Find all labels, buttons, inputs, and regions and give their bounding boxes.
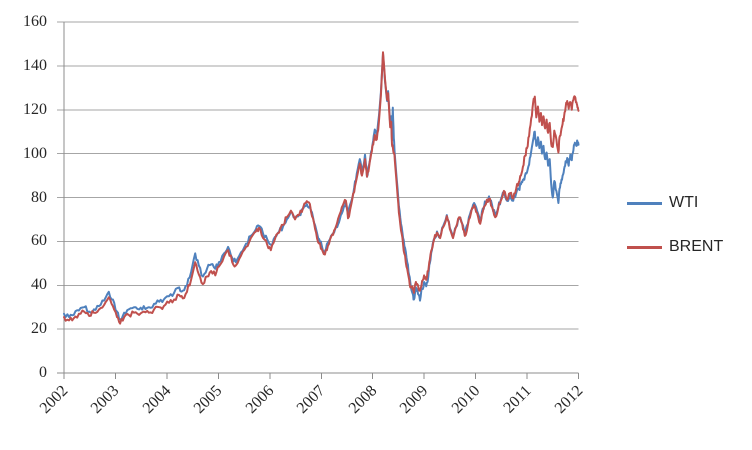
y-axis-tick-label: 80 bbox=[31, 188, 47, 206]
legend-item-wti: WTI bbox=[627, 194, 698, 212]
y-axis-tick-label: 120 bbox=[23, 100, 47, 118]
y-axis-tick-label: 40 bbox=[31, 276, 47, 294]
brent-line bbox=[63, 51, 580, 325]
y-axis-tick-label: 140 bbox=[23, 56, 47, 74]
legend-label-wti: WTI bbox=[669, 194, 699, 211]
brent-line-swatch bbox=[627, 245, 662, 249]
y-axis-tick-label: 20 bbox=[31, 320, 47, 338]
legend-item-brent: BRENT bbox=[627, 238, 723, 256]
wti-line-swatch bbox=[627, 201, 662, 205]
y-axis-tick-label: 100 bbox=[23, 144, 47, 162]
y-axis-tick-label: 160 bbox=[23, 13, 47, 30]
legend-label-brent: BRENT bbox=[669, 238, 724, 255]
y-axis-tick-label: 60 bbox=[31, 232, 47, 250]
wti-line bbox=[63, 52, 580, 321]
y-axis-tick-label: 0 bbox=[39, 364, 47, 381]
